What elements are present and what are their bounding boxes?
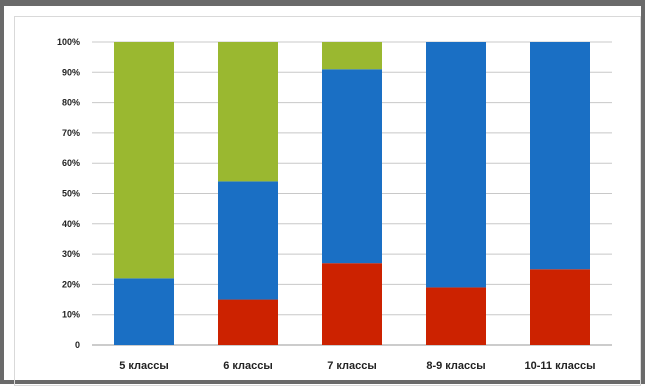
y-tick-label: 100% (57, 37, 80, 47)
y-tick-label: 0 (75, 340, 80, 350)
bar-segment (322, 42, 382, 70)
bar-segment (322, 69, 382, 264)
x-category-label: 5 классы (119, 360, 169, 372)
bar-segment (426, 42, 486, 288)
x-category-label: 6 классы (223, 360, 273, 372)
y-tick-label: 90% (62, 67, 80, 77)
bar-segment (218, 181, 278, 300)
y-tick-label: 30% (62, 249, 80, 259)
bar-segment (114, 42, 174, 279)
y-tick-label: 50% (62, 189, 80, 199)
bar-segment (426, 287, 486, 345)
y-tick-label: 40% (62, 219, 80, 229)
bar-segment (218, 42, 278, 182)
x-axis-categories: 5 классы 6 классы 7 классы 8-9 классы 10-11 … (119, 360, 595, 372)
x-category-label: 8-9 классы (426, 360, 485, 372)
bar-segment (114, 278, 174, 345)
y-tick-label: 10% (62, 310, 80, 320)
x-category-label: 10-11 классы (525, 360, 596, 372)
x-category-label: 7 классы (327, 360, 377, 372)
bar-segment (218, 299, 278, 345)
y-tick-label: 20% (62, 279, 80, 289)
y-tick-label: 60% (62, 158, 80, 168)
y-axis-ticks: 0 10% 20% 30% 40% 50% 60% 70% 80% 90% 100% (57, 37, 80, 350)
bars (114, 42, 590, 345)
bar-segment (530, 269, 590, 345)
bar-segment (530, 42, 590, 270)
bar-segment (322, 263, 382, 345)
y-tick-label: 80% (62, 98, 80, 108)
y-tick-label: 70% (62, 128, 80, 138)
